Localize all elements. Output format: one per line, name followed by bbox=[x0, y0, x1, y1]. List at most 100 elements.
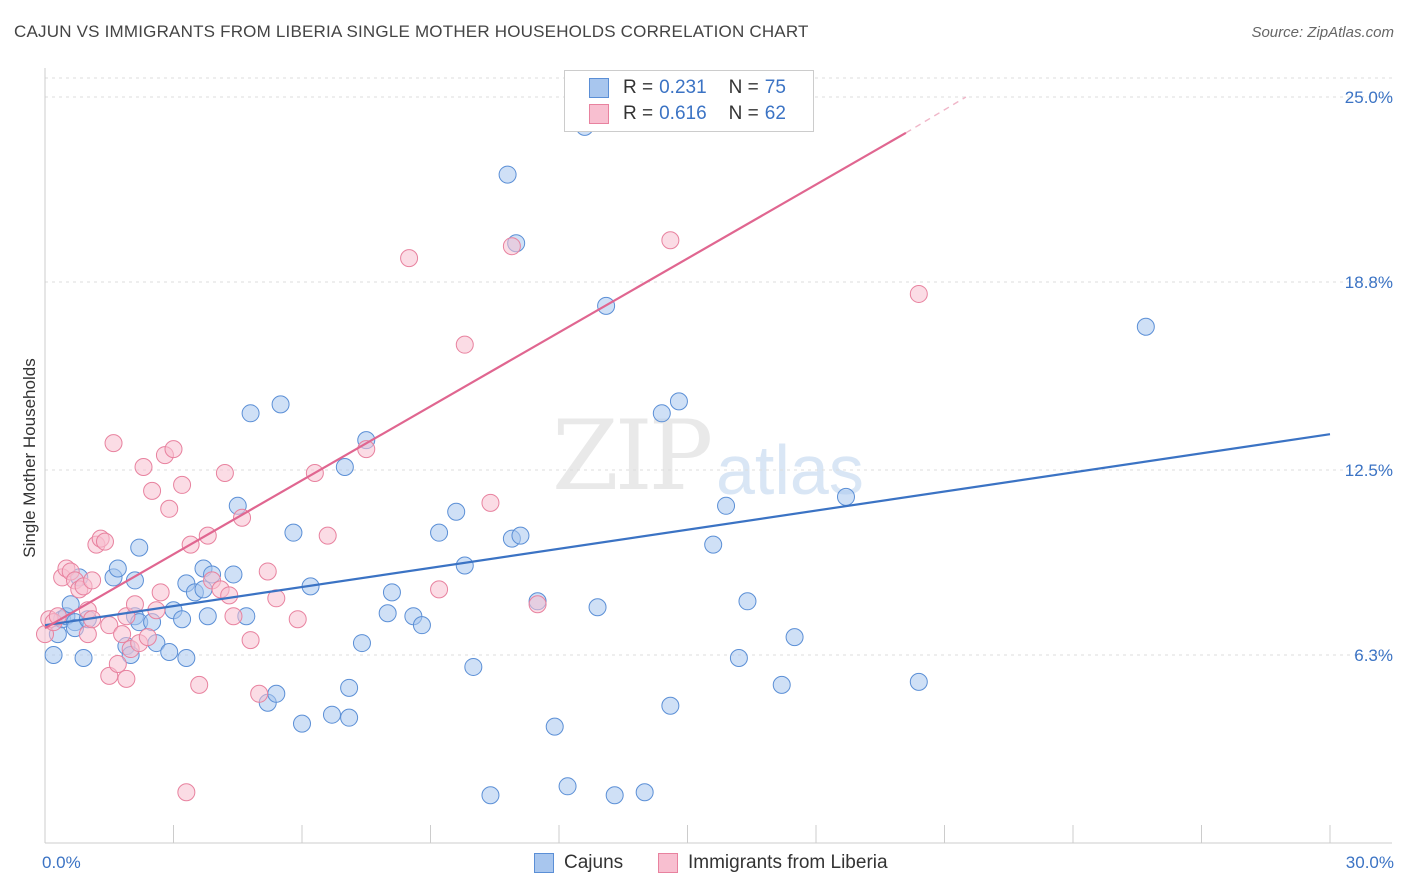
bottom-legend-swatch-liberia bbox=[658, 853, 678, 873]
cajuns-point bbox=[836, 487, 855, 506]
legend-r-label: R = bbox=[623, 77, 654, 98]
cajuns-point bbox=[284, 523, 303, 542]
liberia-trend-line bbox=[44, 131, 907, 630]
x-tick-min: 0.0% bbox=[42, 853, 81, 872]
cajuns-point bbox=[498, 165, 517, 184]
cajuns-points bbox=[44, 117, 1155, 805]
bottom-legend-cajuns[interactable]: Cajuns bbox=[534, 852, 623, 874]
liberia-point bbox=[909, 284, 928, 303]
cajuns-point bbox=[160, 643, 179, 662]
y-tick-labels: 6.3% 12.5% 18.8% 25.0% bbox=[1345, 88, 1393, 665]
liberia-trend-extension bbox=[905, 96, 967, 134]
cajuns-point bbox=[772, 675, 791, 694]
liberia-point bbox=[190, 675, 209, 694]
cajuns-point bbox=[44, 646, 63, 665]
cajuns-point bbox=[173, 610, 192, 629]
cajuns-point bbox=[558, 777, 577, 796]
legend-row-liberia: R = 0.616 N = 62 bbox=[589, 101, 786, 127]
cajuns-point bbox=[669, 392, 688, 411]
liberia-point bbox=[104, 434, 123, 453]
liberia-point bbox=[113, 625, 132, 644]
x-tick-max: 30.0% bbox=[1345, 853, 1394, 872]
correlation-legend: R = 0.231 N = 75 R = 0.616 N = 62 bbox=[564, 70, 814, 132]
bottom-legend-swatch-cajuns bbox=[534, 853, 554, 873]
liberia-point bbox=[250, 684, 269, 703]
liberia-point bbox=[224, 607, 243, 626]
liberia-point bbox=[430, 580, 449, 599]
legend-r-value: 0.616 bbox=[659, 103, 707, 124]
grid-lines bbox=[45, 77, 1392, 656]
legend-row-cajuns: R = 0.231 N = 75 bbox=[589, 75, 786, 101]
cajuns-point bbox=[322, 705, 341, 724]
liberia-point bbox=[258, 562, 277, 581]
source-label[interactable]: Source: ZipAtlas.com bbox=[1251, 24, 1394, 41]
liberia-point bbox=[481, 493, 500, 512]
cajuns-point bbox=[382, 583, 401, 602]
cajuns-point bbox=[352, 634, 371, 653]
y-tick-label: 18.8% bbox=[1345, 273, 1393, 292]
liberia-point bbox=[177, 783, 196, 802]
liberia-point bbox=[143, 481, 162, 500]
bottom-legend-liberia[interactable]: Immigrants from Liberia bbox=[658, 852, 888, 874]
cajuns-point bbox=[224, 565, 243, 584]
cajuns-point bbox=[605, 786, 624, 805]
liberia-point bbox=[215, 463, 234, 482]
chart-title: CAJUN VS IMMIGRANTS FROM LIBERIA SINGLE … bbox=[14, 22, 809, 41]
liberia-point bbox=[117, 669, 136, 688]
legend-n-label: N = bbox=[728, 103, 759, 124]
cajuns-point bbox=[340, 708, 359, 727]
legend-swatch-cajuns bbox=[589, 78, 609, 98]
liberia-point bbox=[173, 475, 192, 494]
cajuns-point bbox=[652, 404, 671, 423]
liberia-point bbox=[78, 625, 97, 644]
legend-n-label: N = bbox=[728, 77, 759, 98]
cajuns-point bbox=[704, 535, 723, 554]
cajuns-point bbox=[511, 526, 530, 545]
cajuns-point bbox=[267, 684, 286, 703]
cajuns-point bbox=[545, 717, 564, 736]
cajuns-point bbox=[481, 786, 500, 805]
liberia-point bbox=[83, 571, 102, 590]
liberia-point bbox=[318, 526, 337, 545]
cajuns-point bbox=[588, 598, 607, 617]
cajuns-point bbox=[198, 607, 217, 626]
liberia-point bbox=[241, 631, 260, 650]
cajuns-point bbox=[1136, 317, 1155, 336]
cajuns-point bbox=[74, 648, 93, 667]
legend-r-label: R = bbox=[623, 103, 654, 124]
cajuns-point bbox=[412, 616, 431, 635]
liberia-point bbox=[400, 249, 419, 268]
liberia-point bbox=[160, 499, 179, 518]
cajuns-point bbox=[729, 648, 748, 667]
cajuns-point bbox=[293, 714, 311, 733]
liberia-point bbox=[95, 532, 114, 551]
liberia-point bbox=[661, 231, 680, 250]
axes bbox=[44, 68, 1392, 844]
cajuns-point bbox=[271, 395, 290, 414]
trend-lines bbox=[44, 96, 1331, 630]
liberia-point bbox=[108, 654, 127, 673]
liberia-point bbox=[528, 595, 547, 614]
cajuns-point bbox=[738, 592, 757, 611]
liberia-point bbox=[220, 586, 239, 605]
cajuns-point bbox=[177, 648, 196, 667]
cajuns-point bbox=[108, 559, 127, 578]
bottom-legend-label-cajuns: Cajuns bbox=[564, 852, 624, 873]
y-tick-label: 6.3% bbox=[1354, 646, 1393, 665]
liberia-point bbox=[134, 458, 153, 477]
cajuns-point bbox=[785, 628, 804, 647]
legend-swatch-liberia bbox=[589, 104, 609, 124]
cajuns-point bbox=[447, 502, 466, 521]
bottom-legend-label-liberia: Immigrants from Liberia bbox=[688, 852, 888, 873]
legend-n-value: 75 bbox=[764, 77, 786, 98]
liberia-point bbox=[138, 628, 157, 647]
cajuns-point bbox=[130, 538, 149, 557]
cajuns-point bbox=[335, 458, 354, 477]
y-axis-label: Single Mother Households bbox=[20, 358, 39, 557]
cajuns-point bbox=[717, 496, 736, 515]
liberia-points bbox=[36, 231, 928, 802]
cajuns-point bbox=[241, 404, 260, 423]
legend-r-value: 0.231 bbox=[659, 77, 707, 98]
liberia-point bbox=[502, 237, 521, 256]
